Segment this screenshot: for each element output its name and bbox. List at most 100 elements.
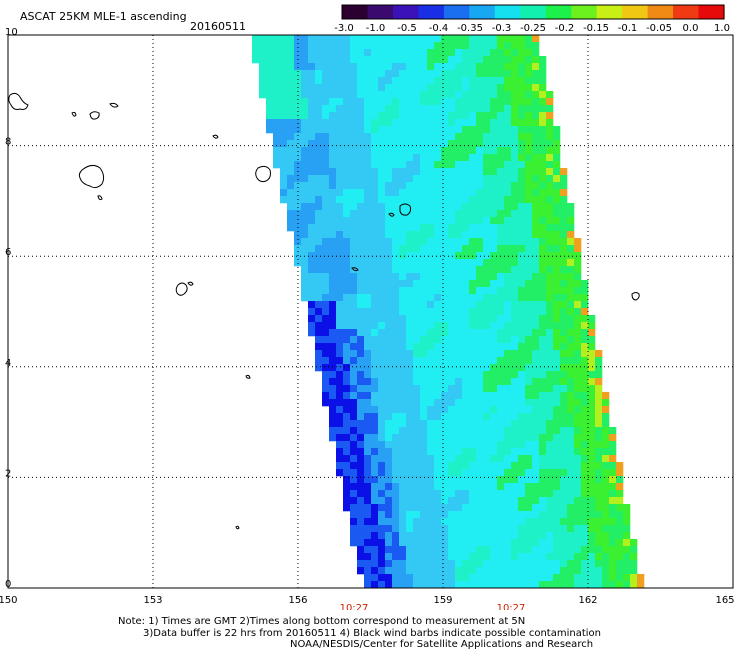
swath-pixel xyxy=(497,539,505,547)
swath-pixel xyxy=(490,175,498,183)
swath-pixel xyxy=(441,539,449,547)
swath-pixel xyxy=(546,196,554,204)
swath-pixel xyxy=(539,294,547,302)
swath-pixel xyxy=(427,294,435,302)
swath-pixel xyxy=(420,399,428,407)
swath-pixel xyxy=(574,574,582,582)
swath-pixel xyxy=(616,490,624,498)
swath-pixel xyxy=(490,140,498,148)
swath-pixel xyxy=(525,63,533,71)
swath-pixel xyxy=(385,273,393,281)
swath-pixel xyxy=(539,84,547,92)
swath-pixel xyxy=(441,217,449,225)
swath-pixel xyxy=(462,119,470,127)
swath-pixel xyxy=(371,574,379,582)
swath-pixel xyxy=(504,175,512,183)
swath-pixel xyxy=(553,364,561,372)
swath-pixel xyxy=(476,147,484,155)
swath-pixel xyxy=(427,350,435,358)
swath-pixel xyxy=(476,98,484,106)
swath-pixel xyxy=(385,525,393,533)
swath-pixel xyxy=(455,525,463,533)
swath-pixel xyxy=(364,84,372,92)
swath-pixel xyxy=(462,189,470,197)
swath-pixel xyxy=(532,105,540,113)
swath-pixel xyxy=(504,112,512,120)
swath-pixel xyxy=(490,182,498,190)
swath-pixel xyxy=(399,455,407,463)
swath-pixel xyxy=(350,280,358,288)
swath-pixel xyxy=(385,441,393,449)
swath-pixel xyxy=(497,105,505,113)
swath-pixel xyxy=(378,350,386,358)
swath-pixel xyxy=(413,518,421,526)
swath-pixel xyxy=(399,294,407,302)
swath-pixel xyxy=(581,371,589,379)
swath-pixel xyxy=(504,161,512,169)
swath-pixel xyxy=(420,119,428,127)
swath-pixel xyxy=(308,98,316,106)
swath-pixel xyxy=(378,217,386,225)
swath-pixel xyxy=(448,336,456,344)
swath-pixel xyxy=(371,140,379,148)
swath-pixel xyxy=(455,231,463,239)
swath-pixel xyxy=(560,280,568,288)
swath-pixel xyxy=(434,105,442,113)
swath-pixel xyxy=(287,98,295,106)
swath-pixel xyxy=(371,301,379,309)
swath-pixel xyxy=(553,441,561,449)
swath-pixel xyxy=(413,203,421,211)
swath-pixel xyxy=(525,308,533,316)
swath-pixel xyxy=(427,105,435,113)
swath-pixel xyxy=(392,133,400,141)
swath-pixel xyxy=(581,406,589,414)
swath-pixel xyxy=(406,504,414,512)
swath-pixel xyxy=(532,532,540,540)
swath-pixel xyxy=(308,56,316,64)
swath-pixel xyxy=(525,168,533,176)
swath-pixel xyxy=(336,469,344,477)
swath-pixel xyxy=(364,371,372,379)
swath-pixel xyxy=(294,98,302,106)
swath-pixel xyxy=(287,224,295,232)
swath-pixel xyxy=(420,259,428,267)
swath-pixel xyxy=(448,378,456,386)
swath-pixel xyxy=(469,567,477,575)
swath-pixel xyxy=(497,497,505,505)
swath-pixel xyxy=(399,112,407,120)
swath-pixel xyxy=(406,420,414,428)
swath-pixel xyxy=(483,427,491,435)
swath-pixel xyxy=(574,546,582,554)
swath-pixel xyxy=(546,259,554,267)
swath-pixel xyxy=(518,77,526,85)
swath-pixel xyxy=(294,49,302,57)
swath-pixel xyxy=(490,553,498,561)
swath-pixel xyxy=(546,448,554,456)
swath-pixel xyxy=(413,84,421,92)
swath-pixel xyxy=(315,336,323,344)
swath-pixel xyxy=(455,490,463,498)
swath-pixel xyxy=(315,210,323,218)
swath-pixel xyxy=(602,420,610,428)
swath-pixel xyxy=(273,84,281,92)
swath-pixel xyxy=(357,168,365,176)
swath-pixel xyxy=(364,546,372,554)
swath-pixel xyxy=(357,196,365,204)
swath-pixel xyxy=(441,329,449,337)
swath-pixel xyxy=(518,189,526,197)
swath-pixel xyxy=(581,553,589,561)
swath-pixel xyxy=(553,357,561,365)
swath-pixel xyxy=(371,98,379,106)
swath-pixel xyxy=(532,308,540,316)
swath-pixel xyxy=(392,70,400,78)
swath-pixel xyxy=(420,434,428,442)
swath-pixel xyxy=(336,189,344,197)
swath-pixel xyxy=(469,273,477,281)
swath-pixel xyxy=(399,483,407,491)
swath-pixel xyxy=(378,63,386,71)
swath-pixel xyxy=(490,420,498,428)
swath-pixel xyxy=(490,245,498,253)
swath-pixel xyxy=(511,203,519,211)
swath-pixel xyxy=(364,294,372,302)
